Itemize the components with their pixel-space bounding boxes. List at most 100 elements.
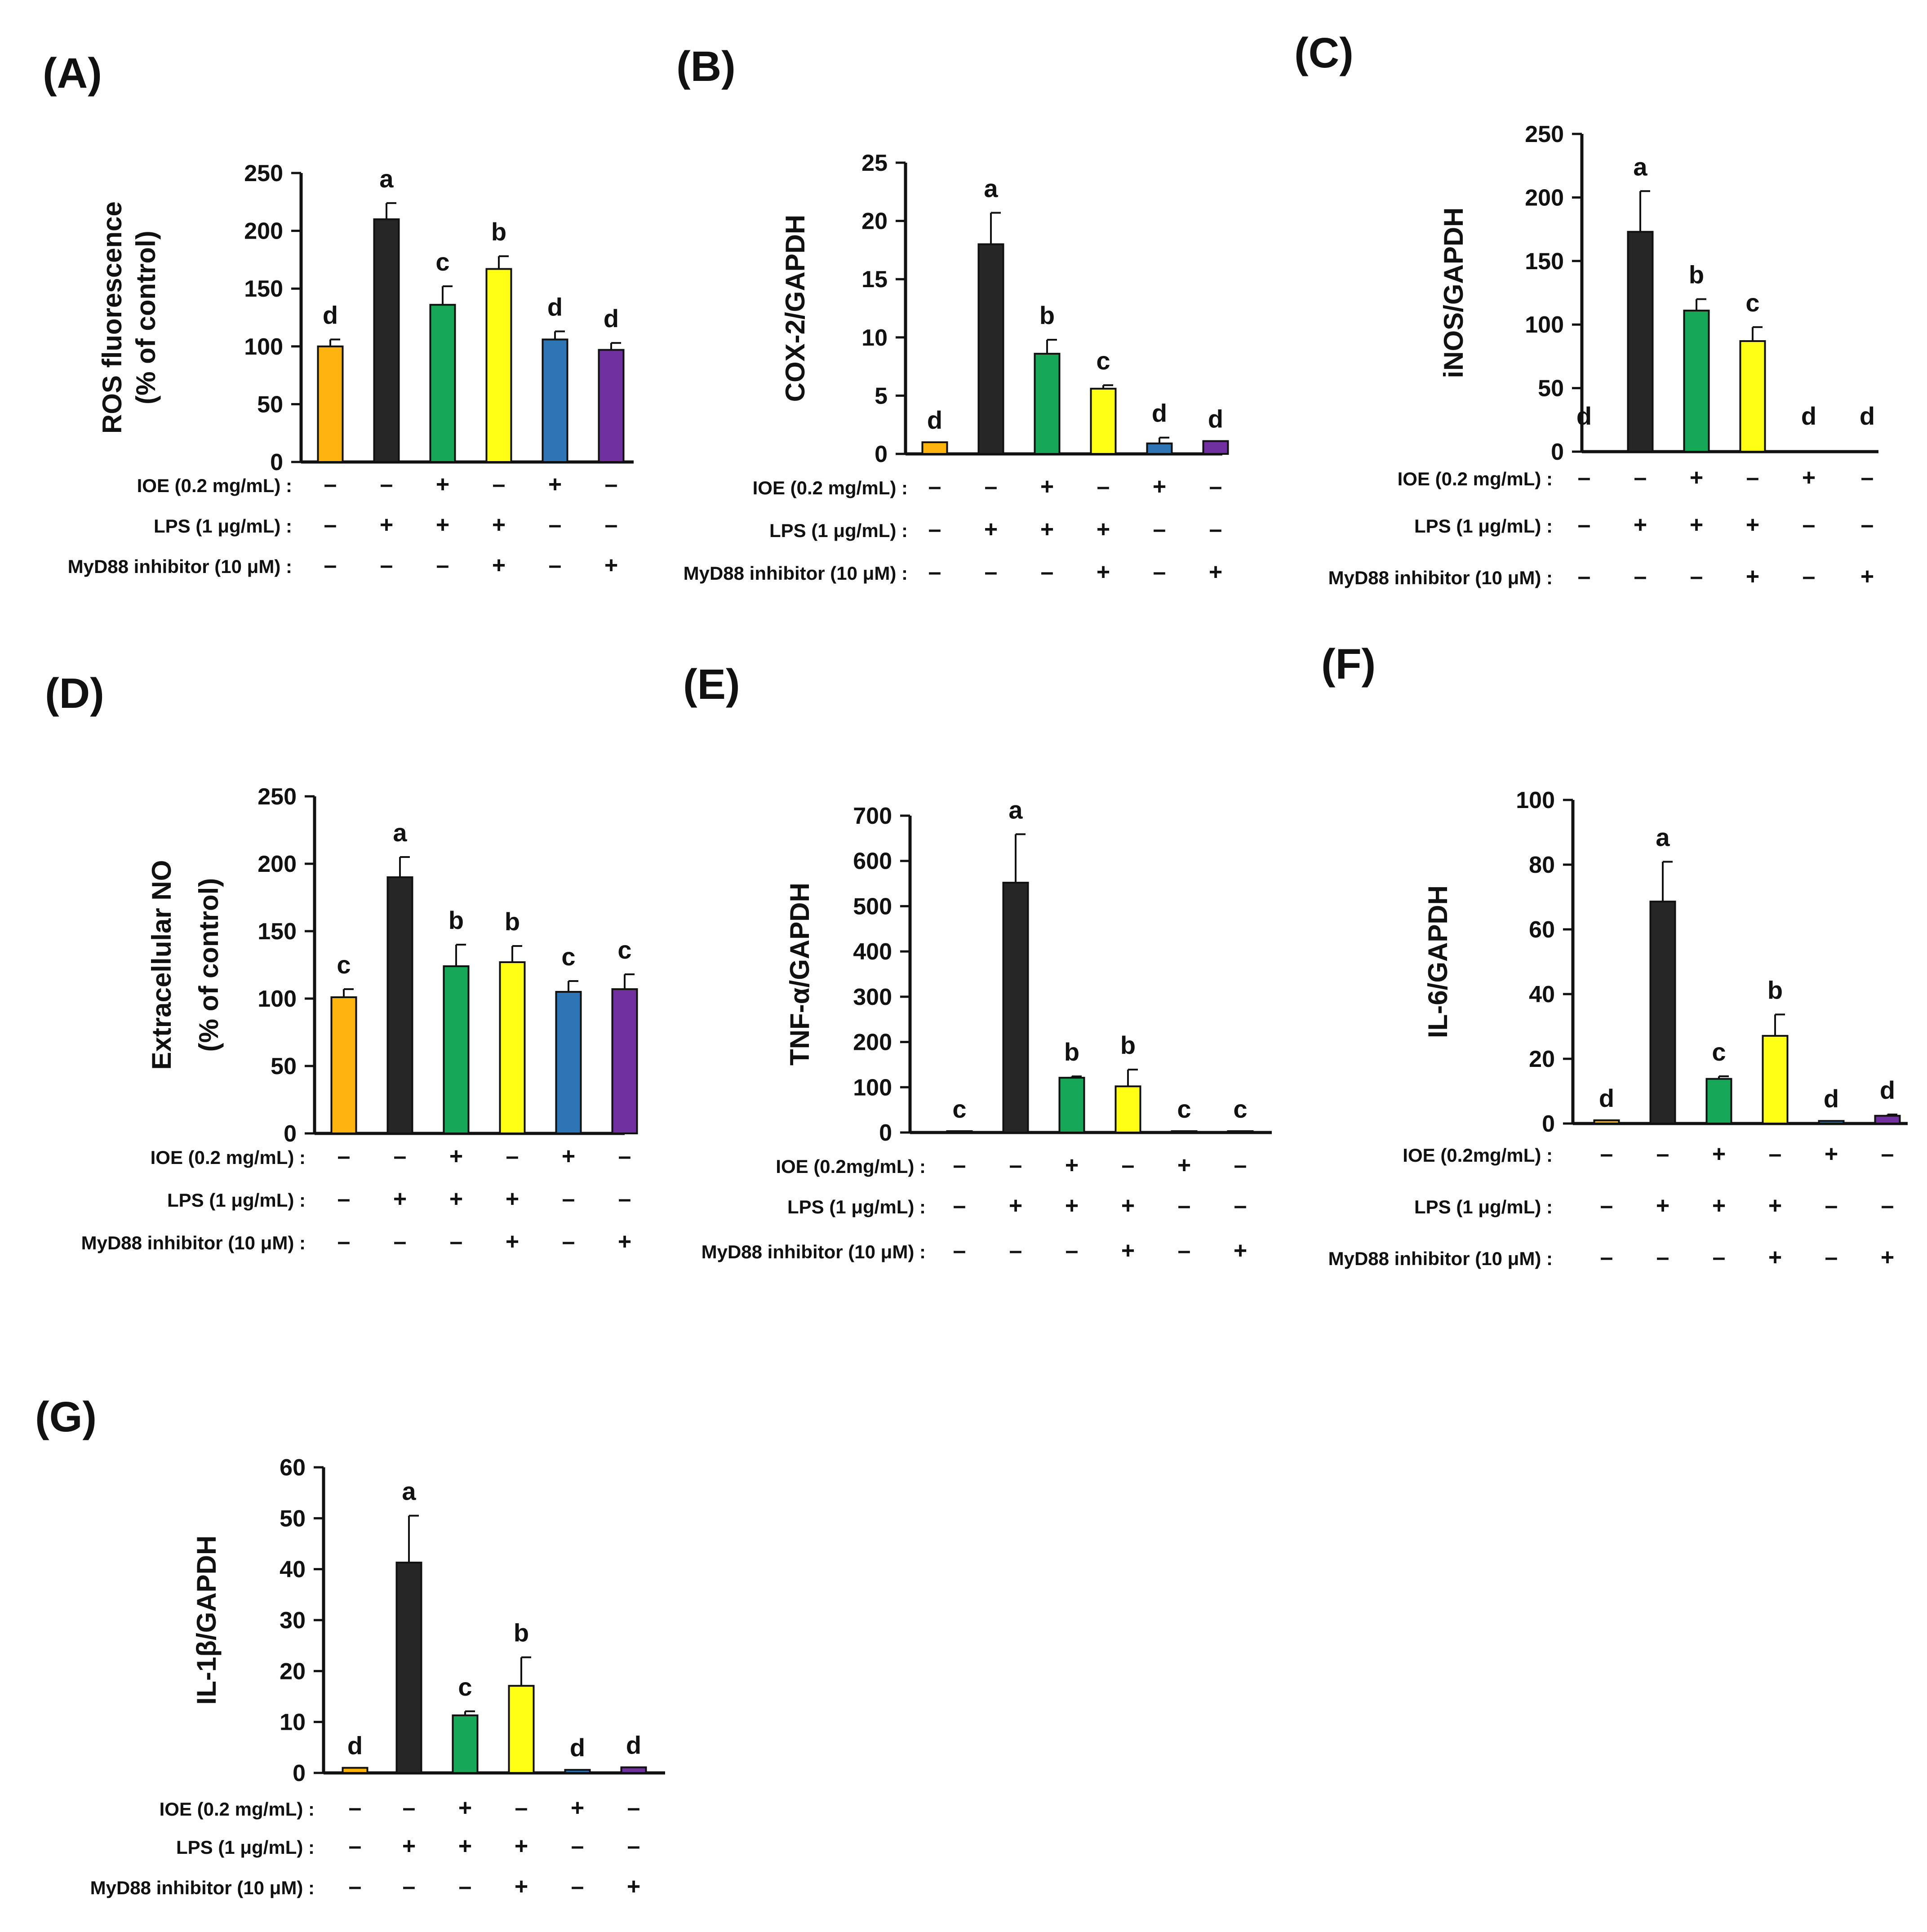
panel-d-sign-2-4: + (506, 1186, 519, 1212)
panel-e-tick-label: 200 (853, 1030, 892, 1056)
panel-b-sign-1-6: – (1209, 474, 1222, 500)
panel-g-sign-2-1: – (349, 1833, 362, 1859)
panel-b-letter-5: d (1152, 399, 1167, 427)
panel-g-sign-3-6: + (627, 1874, 640, 1900)
panel-g-bar-6 (620, 1766, 647, 1774)
panel-g-letter-2: a (402, 1477, 416, 1506)
panel-a-letter-4: b (491, 218, 506, 246)
panel-b-ylabel: COX-2/GAPDH (780, 215, 810, 402)
panel-c-tick-label: 0 (1551, 439, 1564, 465)
panel-f-letter-3: c (1712, 1038, 1726, 1066)
panel-f-error-bar-4 (1774, 1013, 1785, 1036)
panel-e-bar-3 (1058, 1077, 1085, 1134)
panel-c-sign-3-5: – (1803, 564, 1816, 590)
panel-c-error-bar-4 (1752, 326, 1763, 341)
panel-b-sign-2-6: – (1209, 516, 1222, 542)
panel-g-tick-label: 20 (280, 1658, 306, 1684)
panel-g-ylabel: IL-1β/GAPDH (191, 1536, 222, 1705)
panel-f-sign-1-1: – (1600, 1141, 1613, 1167)
panel-f-bar-4 (1762, 1035, 1789, 1124)
panel-f-sign-3-4: + (1768, 1244, 1782, 1270)
panel-g-letter-5: d (570, 1733, 585, 1762)
panel-b-error-bar-2 (990, 212, 1001, 244)
panel-c-condition-label-2: LPS (1 μg/mL) : (1414, 515, 1553, 537)
panel-g-tick-label: 50 (280, 1506, 306, 1532)
panel-c-condition-label-1: IOE (0.2 mg/mL) : (1398, 468, 1553, 489)
panel-g-letter-1: d (347, 1732, 363, 1760)
panel-g-sign-1-6: – (627, 1795, 640, 1821)
panel-a-condition-label-2: LPS (1 μg/mL) : (154, 515, 292, 537)
panel-a-sign-1-2: – (380, 471, 393, 497)
panel-e-letter-1: c (952, 1095, 966, 1123)
panel-g-tick-label: 0 (293, 1760, 306, 1786)
panel-f-sign-3-1: – (1600, 1244, 1613, 1270)
panel-d-sign-3-6: + (618, 1229, 631, 1255)
panel-f-sign-1-5: + (1825, 1141, 1838, 1167)
panel-c-sign-1-5: + (1802, 465, 1816, 491)
panel-a-sign-2-5: – (549, 512, 562, 538)
panel-d-tick-label: 100 (258, 986, 297, 1012)
panel-g-bar-1 (342, 1767, 369, 1774)
panel-e-letter-6: c (1233, 1095, 1247, 1123)
panel-g-letter-3: c (458, 1673, 472, 1701)
panel-a-error-bar-6 (610, 342, 621, 350)
panel-e-error-bar-3 (1071, 1075, 1082, 1078)
panel-b-bar-1 (921, 441, 948, 455)
panel-b-sign-2-4: + (1097, 516, 1110, 542)
panel-a-bar-2 (373, 218, 400, 463)
panel-d-bar-6 (611, 988, 638, 1134)
panel-d-error-bar-4 (511, 945, 522, 962)
panel-d-error-bar-6 (624, 973, 635, 989)
panel-e-sign-3-3: – (1066, 1238, 1079, 1264)
panel-a-tick-label: 250 (244, 160, 283, 187)
panel-b-sign-2-5: – (1153, 516, 1166, 542)
panel-e-condition-label-1: IOE (0.2mg/mL) : (776, 1156, 926, 1177)
panel-c-bar-4 (1739, 340, 1766, 453)
panel-e-sign-2-3: + (1065, 1193, 1079, 1219)
panel-d-condition-label-3: MyD88 inhibitor (10 μM) : (81, 1232, 306, 1253)
panel-b-label: (B) (676, 43, 736, 90)
panel-d-bar-5 (555, 991, 582, 1134)
panel-b-bar-6 (1202, 440, 1229, 455)
panel-c-sign-2-3: + (1690, 512, 1703, 538)
panel-g-tick-label: 40 (280, 1557, 306, 1583)
panel-b-letter-6: d (1208, 404, 1223, 433)
panel-a-ylabel-2: (% of control) (131, 231, 161, 404)
panel-d-ylabel-2: (% of control) (194, 878, 224, 1052)
panel-b-error-bar-5 (1159, 436, 1169, 444)
panel-g-tick-label: 30 (280, 1608, 306, 1634)
panel-f-bar-6 (1874, 1115, 1901, 1124)
panel-b-sign-3-1: – (928, 559, 941, 585)
panel-f-sign-2-3: + (1712, 1193, 1726, 1219)
panel-d-tick-label: 200 (258, 851, 297, 877)
panel-f-bar-2 (1649, 901, 1676, 1124)
panel-a-bar-5 (542, 338, 568, 463)
panel-f-tick-label: 100 (1516, 787, 1555, 813)
panel-d-sign-3-4: + (506, 1229, 519, 1255)
panel-e-tick-label: 100 (853, 1075, 892, 1101)
panel-b-bar-2 (977, 243, 1004, 455)
panel-f-sign-2-1: – (1600, 1193, 1613, 1219)
panel-c-tick-label: 150 (1525, 249, 1564, 275)
panel-a-sign-1-1: – (324, 471, 337, 497)
panel-d-letter-1: c (337, 950, 351, 979)
panel-c-bar-2 (1627, 231, 1654, 453)
panel-b-tick-label: 10 (861, 325, 888, 351)
panel-d-bar-3 (443, 965, 470, 1134)
panel-c-sign-3-6: + (1860, 564, 1874, 590)
panel-e-tick-label: 400 (853, 939, 892, 965)
panel-d-label: (D) (45, 670, 104, 717)
panel-f-label: (F) (1321, 640, 1376, 688)
panel-g-sign-1-1: – (349, 1795, 362, 1821)
panel-d-letter-6: c (617, 936, 631, 964)
panel-d-sign-2-6: – (618, 1186, 631, 1212)
panel-g-bar-3 (452, 1714, 479, 1774)
panel-a-sign-3-2: – (380, 552, 393, 578)
panel-e-bar-6 (1227, 1130, 1254, 1133)
panel-g-sign-2-2: + (402, 1833, 416, 1859)
panel-g-sign-3-5: – (571, 1874, 584, 1900)
panel-c-error-bar-2 (1639, 190, 1650, 232)
panel-a-letter-2: a (379, 164, 394, 193)
panel-f-letter-4: b (1767, 976, 1783, 1004)
panel-c-sign-2-1: – (1578, 512, 1591, 538)
